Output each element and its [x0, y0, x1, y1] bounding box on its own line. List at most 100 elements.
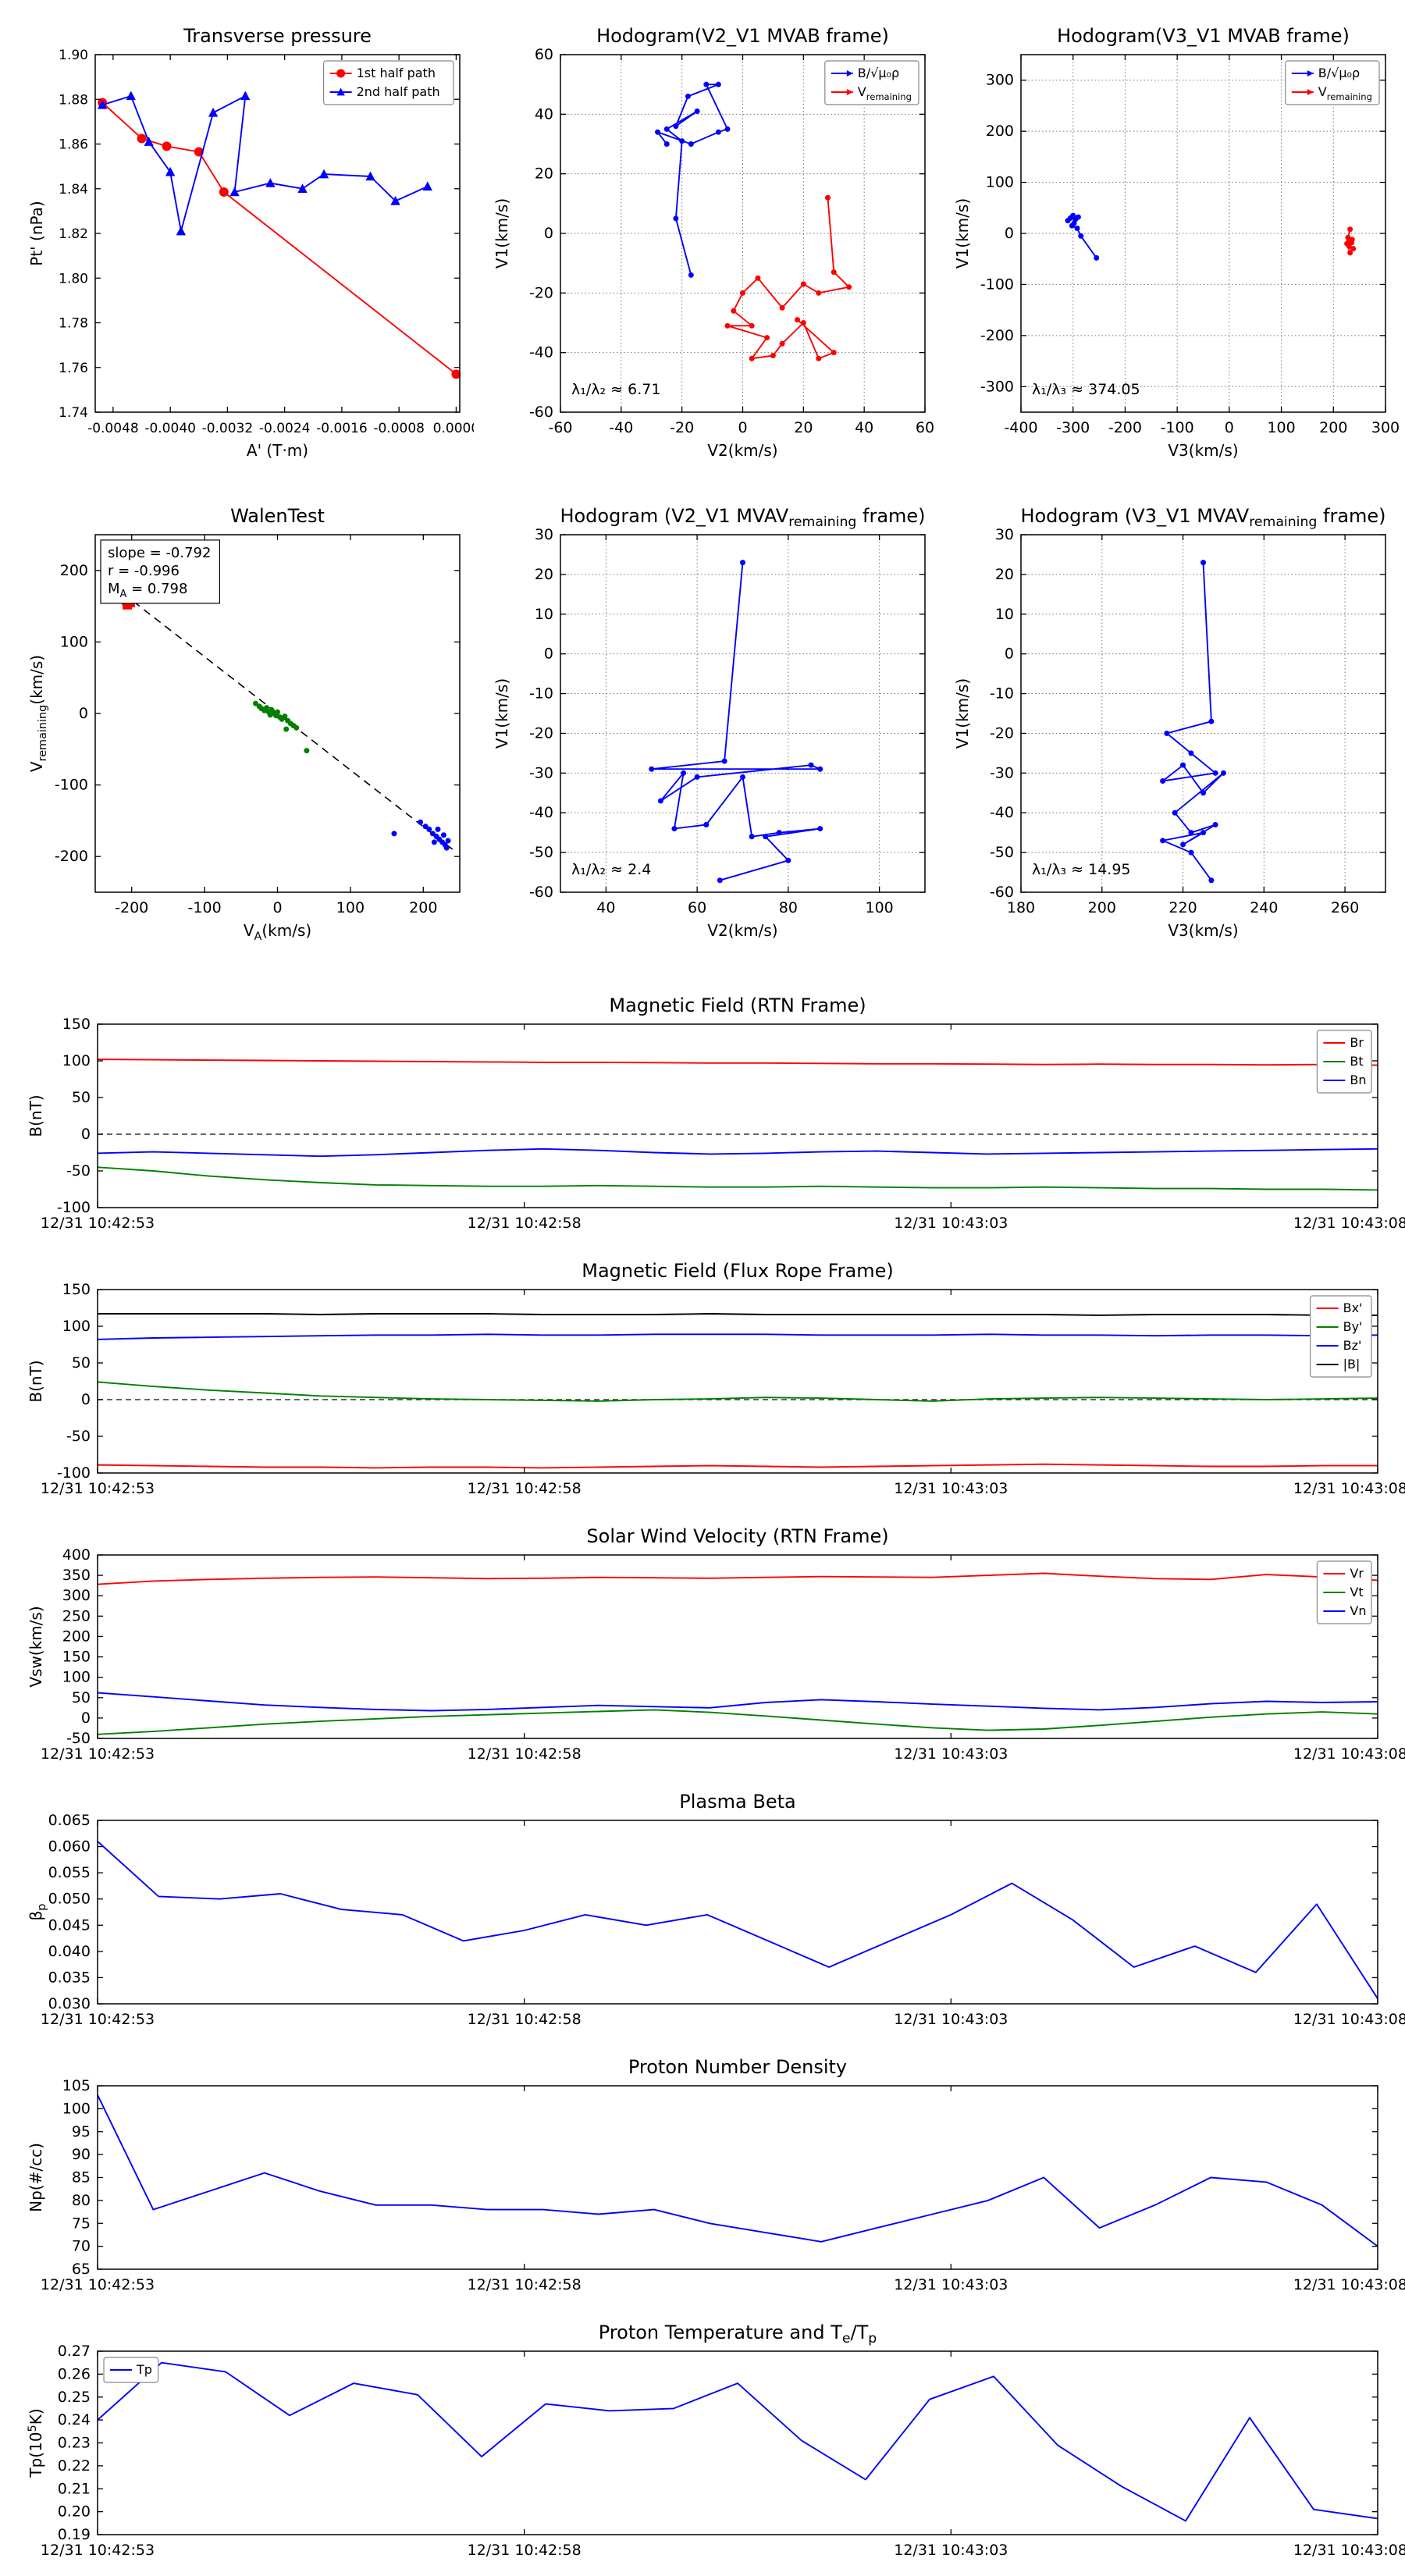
svg-text:V1(km/s): V1(km/s)	[493, 198, 511, 269]
svg-text:-40: -40	[990, 804, 1014, 821]
svg-text:200: 200	[409, 899, 437, 916]
chart-hodogram-v2v1-mvab: -60 -40 -20 0 20 40 60 -60 -40 -20 0 20 40 60 Hodogram…	[493, 25, 934, 460]
svg-text:-20: -20	[529, 724, 553, 742]
svg-text:240: 240	[1250, 899, 1278, 916]
svg-text:By': By'	[1343, 1319, 1363, 1334]
svg-text:12/31 10:43:03: 12/31 10:43:03	[894, 1745, 1008, 1763]
svg-text:-50: -50	[66, 1428, 91, 1445]
svg-text:10: 10	[535, 606, 553, 623]
svg-text:Pt' (nPa): Pt' (nPa)	[27, 201, 46, 265]
svg-text:20: 20	[535, 566, 553, 583]
svg-text:0: 0	[1225, 419, 1234, 436]
panel-magnetic-field-rtn: 12/31 10:42:53 12/31 10:42:58 12/31 10:43:…	[0, 985, 1405, 1246]
svg-text:-100: -100	[57, 1464, 91, 1482]
svg-text:0.065: 0.065	[48, 1812, 91, 1829]
svg-text:100: 100	[62, 2100, 91, 2117]
svg-text:0.26: 0.26	[58, 2365, 91, 2382]
svg-text:-200: -200	[115, 899, 148, 916]
svg-text:0: 0	[544, 646, 553, 663]
svg-text:100: 100	[336, 899, 365, 916]
svg-text:-0.0032: -0.0032	[202, 421, 254, 436]
svg-text:-100: -100	[188, 899, 222, 916]
svg-text:-50: -50	[990, 844, 1014, 861]
panel-hodogram-v2v1-mvab: -60 -40 -20 0 20 40 60 -60 -40 -20 0 20 40 60 Hodogram…	[482, 12, 939, 471]
svg-text:105: 105	[62, 2077, 91, 2094]
svg-text:-60: -60	[990, 884, 1014, 901]
svg-text:2nd half path: 2nd half path	[357, 84, 440, 99]
svg-text:Vremaining(km/s): Vremaining(km/s)	[27, 655, 49, 772]
svg-text:0: 0	[81, 1391, 91, 1408]
svg-text:50: 50	[72, 1089, 91, 1106]
svg-text:0.24: 0.24	[58, 2411, 91, 2428]
svg-text:Bz': Bz'	[1343, 1338, 1362, 1353]
svg-text:-300: -300	[980, 378, 1014, 395]
svg-text:V3(km/s): V3(km/s)	[1168, 921, 1238, 940]
svg-text:0: 0	[544, 225, 553, 242]
svg-text:1st half path: 1st half path	[357, 66, 436, 80]
svg-text:200: 200	[62, 1628, 91, 1645]
svg-text:100: 100	[60, 633, 88, 650]
svg-text:20: 20	[535, 165, 553, 183]
panel-hodogram-v3v1-mvav: 180 200 220 240 260 -60 -50 -40 -30 -20 -10 0 10 20 30…	[943, 492, 1400, 952]
svg-text:0: 0	[79, 705, 88, 722]
svg-text:Magnetic Field (RTN Frame): Magnetic Field (RTN Frame)	[609, 994, 866, 1016]
svg-text:-200: -200	[980, 327, 1014, 344]
svg-text:300: 300	[1371, 419, 1400, 436]
svg-text:Plasma Beta: Plasma Beta	[679, 1791, 795, 1813]
svg-text:0.030: 0.030	[48, 1995, 91, 2012]
svg-text:Hodogram (V3_V1 MVAVremaining: Hodogram (V3_V1 MVAVremaining frame)	[1020, 505, 1385, 530]
chart-transverse-pressure: -0.0048 -0.0040 -0.0032 -0.0024 -0.0016 -0.00…	[27, 25, 479, 460]
svg-text:Bx': Bx'	[1343, 1300, 1363, 1315]
panel-proton-temperature: 12/31 10:42:53 12/31 10:42:58 12/31 10:43:…	[0, 2312, 1405, 2573]
svg-text:20: 20	[794, 419, 813, 436]
svg-text:100: 100	[986, 174, 1014, 191]
svg-text:65: 65	[72, 2261, 91, 2278]
svg-text:0.055: 0.055	[48, 1864, 91, 1881]
svg-text:Proton Number Density: Proton Number Density	[628, 2056, 847, 2078]
svg-text:V1(km/s): V1(km/s)	[953, 678, 972, 749]
svg-text:Vremaining: Vremaining	[858, 84, 912, 102]
svg-text:100: 100	[62, 1052, 91, 1069]
svg-text:1.88: 1.88	[59, 92, 88, 108]
svg-text:Tp(105K): Tp(105K)	[27, 2408, 45, 2478]
svg-text:12/31 10:43:08: 12/31 10:43:08	[1293, 1480, 1405, 1497]
svg-text:V2(km/s): V2(km/s)	[707, 441, 777, 460]
chart-magnetic-field-flux-rope: 12/31 10:42:53 12/31 10:42:58 12/31 10:43:…	[27, 1260, 1405, 1497]
svg-text:12/31 10:42:58: 12/31 10:42:58	[468, 1745, 582, 1763]
svg-text:12/31 10:43:03: 12/31 10:43:03	[894, 2542, 1008, 2559]
svg-text:-0.0016: -0.0016	[316, 421, 368, 436]
svg-text:Hodogram(V3_V1 MVAB frame): Hodogram(V3_V1 MVAB frame)	[1057, 25, 1350, 47]
svg-text:V2(km/s): V2(km/s)	[707, 921, 777, 940]
svg-text:λ₁/λ₂ ≈ 2.4: λ₁/λ₂ ≈ 2.4	[571, 861, 651, 878]
svg-text:Vr: Vr	[1350, 1566, 1364, 1581]
panel-transverse-pressure: -0.0048 -0.0040 -0.0032 -0.0024 -0.0016 -0.00…	[17, 12, 479, 471]
panel-magnetic-field-flux-rope: 12/31 10:42:53 12/31 10:42:58 12/31 10:43:…	[0, 1251, 1405, 1511]
svg-text:150: 150	[62, 1016, 91, 1033]
svg-text:-100: -100	[1161, 419, 1194, 436]
svg-text:-200: -200	[1108, 419, 1142, 436]
svg-text:-50: -50	[66, 1730, 91, 1747]
svg-text:-0.0024: -0.0024	[259, 421, 311, 436]
svg-text:70: 70	[72, 2238, 91, 2255]
svg-text:0.21: 0.21	[58, 2480, 91, 2497]
svg-text:80: 80	[779, 899, 798, 916]
svg-text:Vremaining: Vremaining	[1318, 84, 1372, 102]
svg-text:Np(#/cc): Np(#/cc)	[27, 2143, 45, 2212]
svg-text:12/31 10:43:08: 12/31 10:43:08	[1293, 2542, 1405, 2559]
svg-text:-50: -50	[529, 844, 553, 861]
svg-text:1.82: 1.82	[59, 226, 88, 242]
svg-text:0.035: 0.035	[48, 1969, 91, 1986]
svg-text:B/√μ₀ρ: B/√μ₀ρ	[1318, 66, 1360, 80]
svg-text:WalenTest: WalenTest	[230, 505, 325, 527]
svg-text:12/31 10:42:58: 12/31 10:42:58	[468, 1215, 582, 1232]
svg-text:100: 100	[62, 1318, 91, 1335]
svg-text:λ₁/λ₂ ≈ 6.71: λ₁/λ₂ ≈ 6.71	[571, 381, 660, 398]
svg-text:12/31 10:43:08: 12/31 10:43:08	[1293, 1215, 1405, 1232]
svg-text:60: 60	[916, 419, 934, 436]
svg-text:12/31 10:43:08: 12/31 10:43:08	[1293, 2276, 1405, 2293]
svg-text:B(nT): B(nT)	[27, 1094, 45, 1137]
svg-text:-20: -20	[529, 284, 553, 301]
svg-text:220: 220	[1168, 899, 1197, 916]
svg-text:12/31 10:43:03: 12/31 10:43:03	[894, 1215, 1008, 1232]
svg-text:12/31 10:42:53: 12/31 10:42:53	[41, 1745, 155, 1763]
